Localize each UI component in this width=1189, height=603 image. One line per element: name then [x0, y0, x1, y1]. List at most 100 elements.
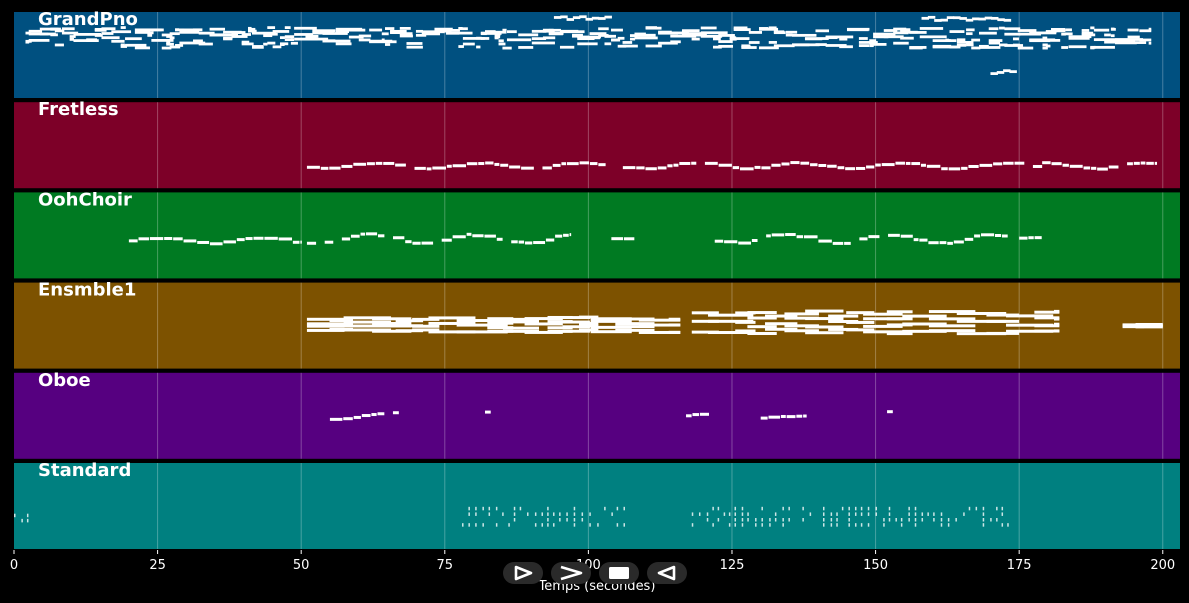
note: [927, 15, 936, 19]
note: [508, 523, 510, 527]
note: [385, 27, 395, 30]
note: [306, 317, 345, 321]
note: [1001, 512, 1004, 516]
note: [292, 240, 300, 244]
note: [728, 523, 731, 527]
note: [887, 410, 893, 414]
note: [638, 318, 681, 322]
stop-button[interactable]: [599, 562, 639, 584]
note: [996, 506, 998, 511]
note: [572, 33, 583, 37]
note: [867, 523, 870, 527]
note: [1042, 43, 1048, 47]
note: [348, 28, 362, 32]
note: [1051, 162, 1062, 166]
note: [802, 518, 804, 522]
note: [577, 37, 595, 41]
note: [886, 317, 913, 321]
note: [782, 518, 784, 522]
note: [900, 518, 903, 522]
track-background: [14, 463, 1180, 549]
note: [475, 523, 477, 527]
note: [581, 518, 584, 522]
note: [940, 512, 943, 516]
note: [589, 523, 591, 527]
note: [343, 316, 392, 320]
note: [788, 518, 790, 522]
note: [940, 518, 943, 522]
chevron-right-icon: [560, 565, 583, 581]
note: [476, 45, 481, 49]
note: [484, 234, 496, 238]
note: [802, 506, 804, 511]
note: [854, 523, 857, 527]
note: [1068, 35, 1092, 39]
play-button[interactable]: [503, 562, 543, 584]
note: [1051, 28, 1066, 31]
notes: [306, 161, 1158, 171]
note: [863, 312, 903, 316]
note: [604, 42, 612, 46]
note: [809, 512, 812, 516]
note: [209, 33, 239, 37]
note: [708, 313, 754, 317]
note: [928, 329, 976, 333]
note: [487, 326, 514, 330]
note: [412, 324, 440, 328]
note: [26, 518, 29, 523]
note: [488, 506, 491, 511]
note: [589, 32, 607, 36]
note: [101, 27, 116, 31]
note: [886, 332, 913, 336]
note: [704, 161, 718, 165]
rewind-button[interactable]: [647, 562, 687, 584]
note: [472, 234, 484, 238]
note: [638, 323, 681, 327]
note: [111, 30, 132, 34]
note: [900, 234, 913, 238]
note: [149, 237, 164, 241]
note: [1061, 32, 1066, 36]
note: [28, 32, 49, 36]
note: [209, 27, 226, 31]
note: [547, 512, 549, 516]
note: [893, 27, 907, 31]
note: [495, 506, 498, 511]
note: [1065, 32, 1073, 36]
note: [94, 34, 103, 37]
note: [513, 518, 516, 522]
note: [818, 239, 832, 243]
note: [699, 412, 710, 416]
note: [573, 506, 576, 511]
note: [825, 44, 847, 47]
note: [1065, 28, 1072, 32]
note: [975, 506, 978, 511]
note: [785, 33, 793, 37]
note: [623, 506, 625, 511]
note: [390, 31, 401, 35]
note: [919, 27, 944, 30]
note: [94, 28, 107, 32]
note: [573, 523, 576, 527]
note: [868, 235, 880, 239]
track-background: [14, 372, 1180, 459]
note: [900, 36, 914, 40]
note: [939, 241, 947, 245]
note: [494, 162, 500, 166]
note: [615, 325, 655, 329]
note: [729, 36, 737, 40]
note: [782, 523, 784, 527]
track-oboe: Oboe: [14, 370, 1180, 459]
note: [241, 42, 254, 46]
note: [547, 518, 549, 522]
note: [263, 34, 273, 38]
fast-forward-button[interactable]: [551, 562, 591, 584]
note: [888, 506, 891, 511]
note: [28, 38, 50, 42]
note: [446, 29, 460, 32]
note: [971, 38, 981, 42]
note: [634, 33, 656, 37]
note: [982, 518, 985, 522]
x-tick-label: 150: [863, 558, 888, 573]
note: [883, 518, 885, 522]
